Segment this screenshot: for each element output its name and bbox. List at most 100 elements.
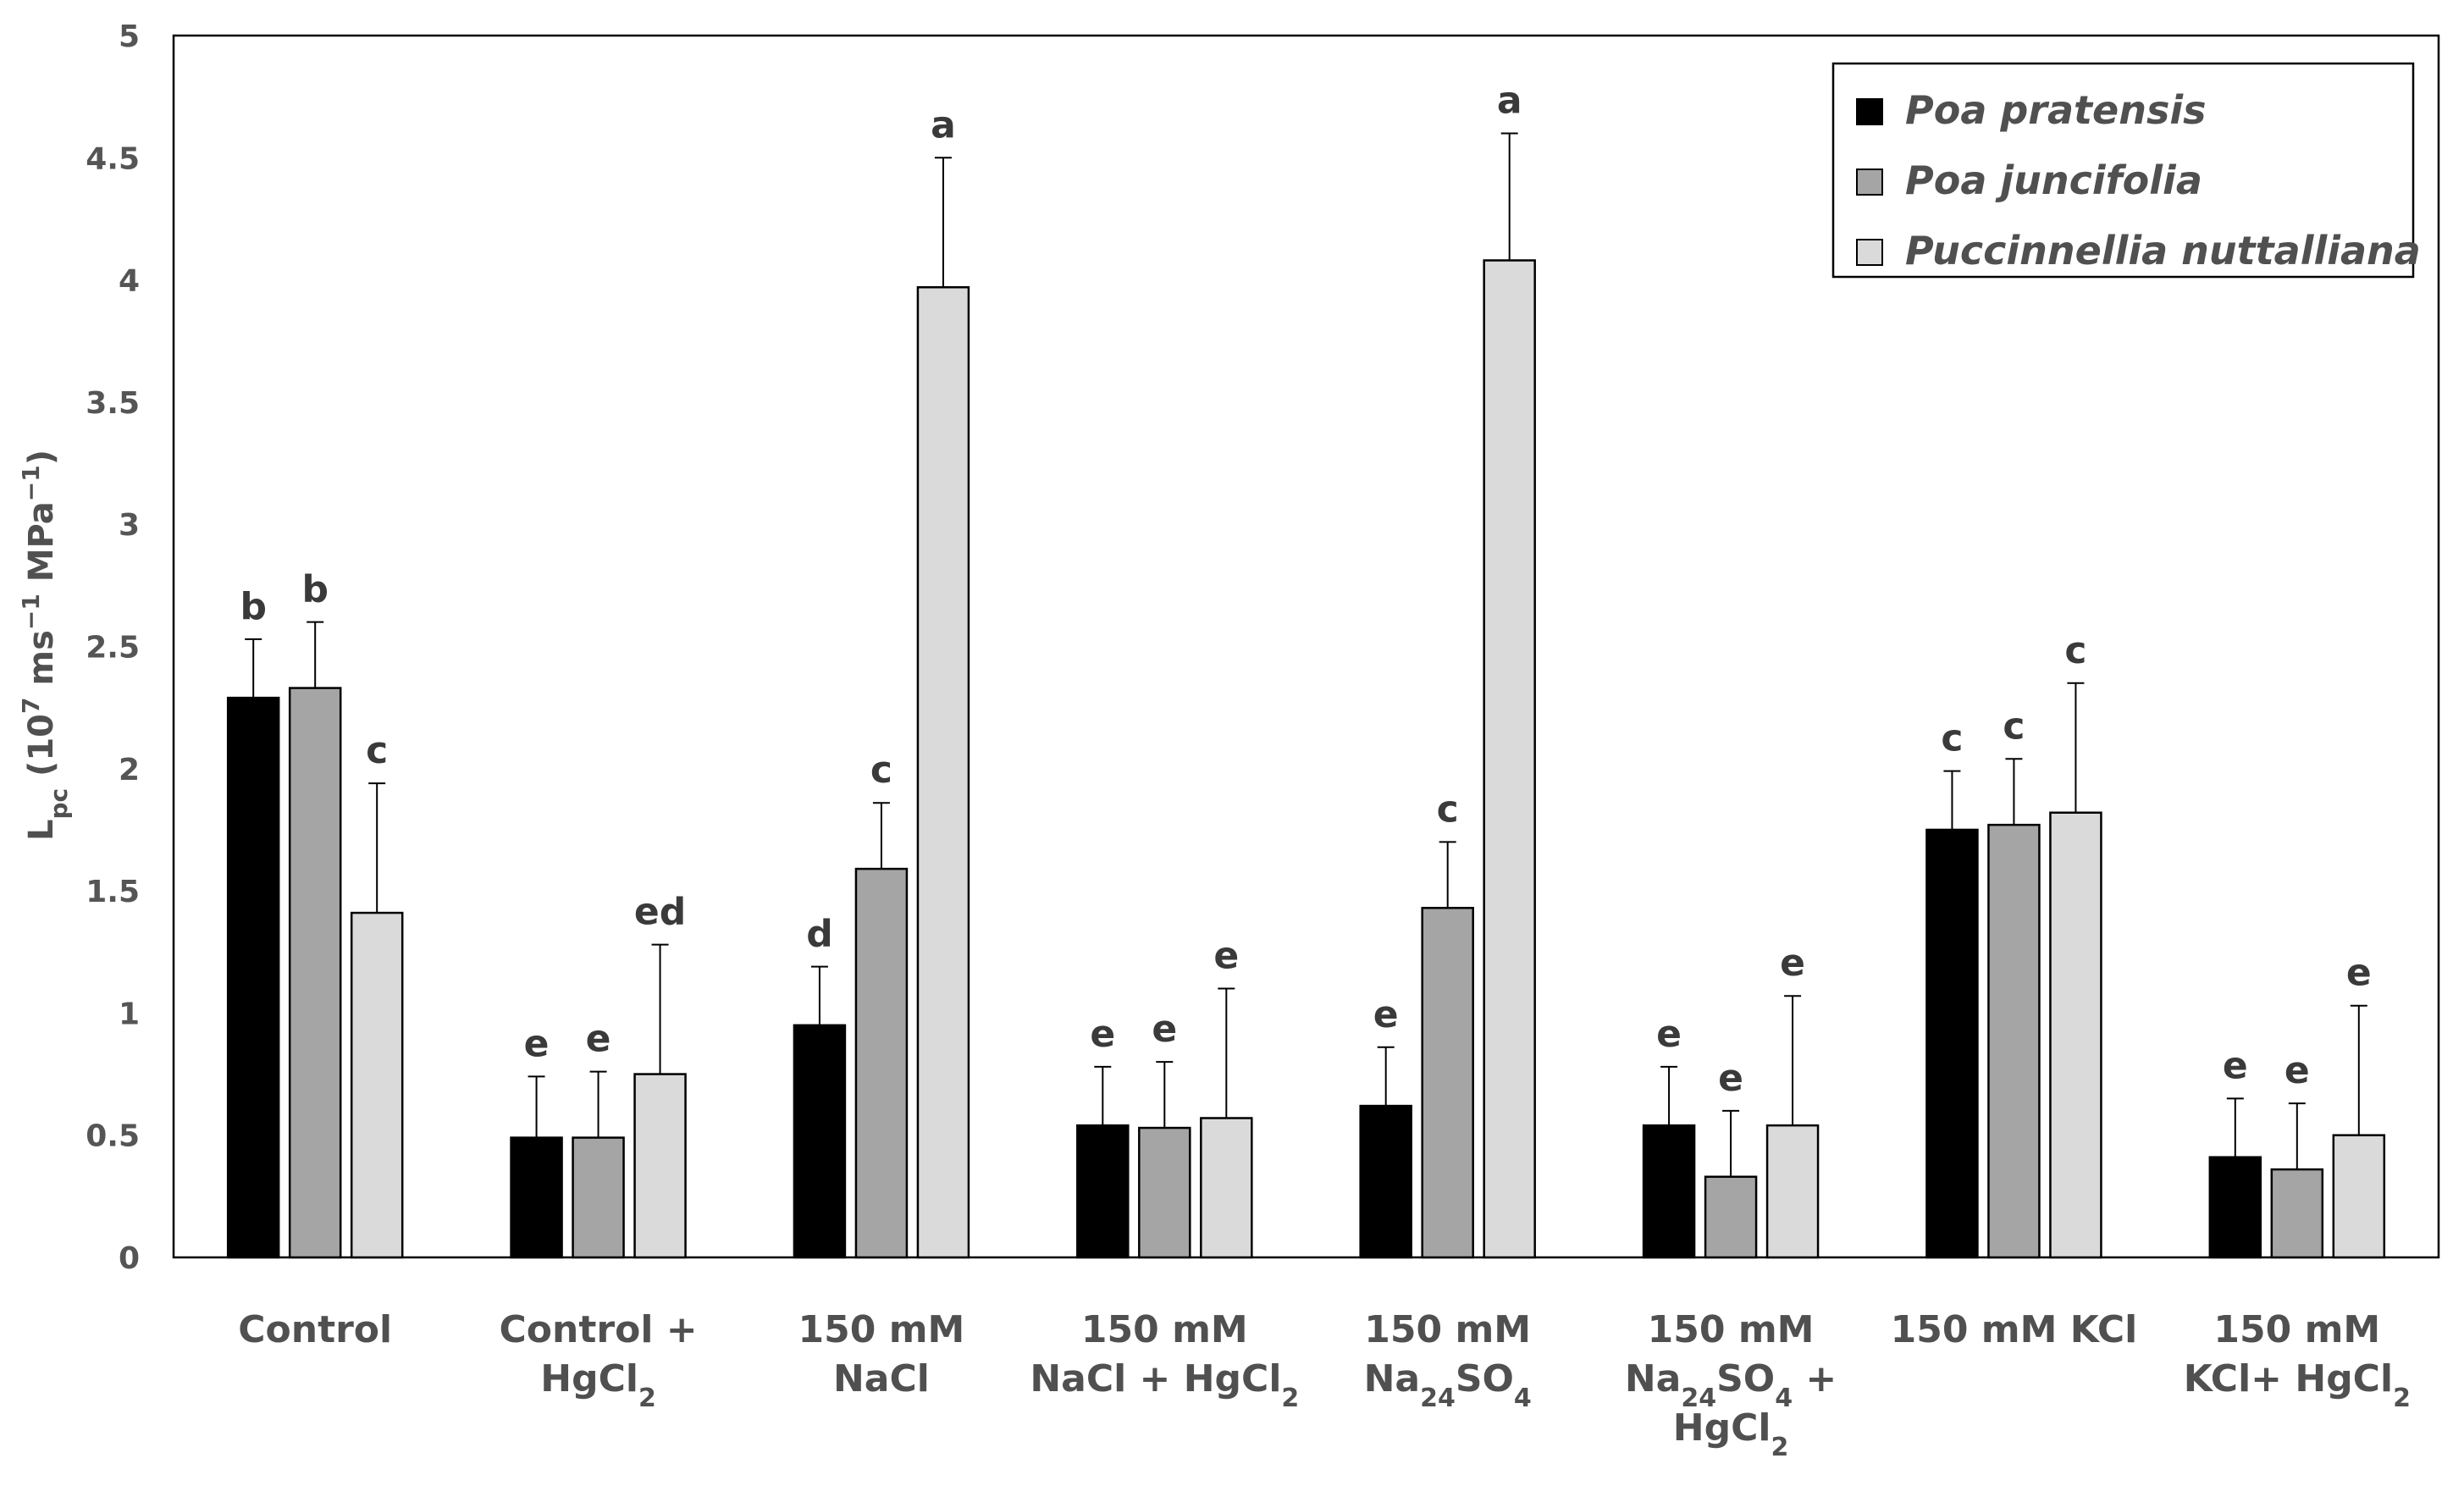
- title-segment: (10: [22, 714, 61, 788]
- label-segment: 150 mM: [1648, 1308, 1815, 1351]
- legend-swatch: [1856, 168, 1883, 196]
- title-segment: L: [22, 820, 61, 842]
- x-category-label: KCl+ HgCl2: [2184, 1357, 2411, 1413]
- bars: [226, 259, 2386, 1259]
- label-segment: HgCl: [1673, 1406, 1771, 1450]
- label-segment: SO: [1716, 1357, 1775, 1400]
- bar: [2208, 1156, 2262, 1259]
- bar: [793, 1024, 847, 1259]
- x-category-label: Na24SO4: [1364, 1357, 1532, 1413]
- legend-swatch: [1856, 98, 1883, 125]
- label-segment: NaCl: [833, 1357, 930, 1400]
- bar: [916, 286, 970, 1259]
- significance-letter: c: [366, 729, 388, 772]
- x-category-label: NaCl + HgCl2: [1030, 1357, 1299, 1413]
- label-segment: Control: [238, 1308, 392, 1351]
- x-category-label: Control +: [500, 1308, 698, 1351]
- bar: [1138, 1126, 1191, 1259]
- superscript: 7: [17, 698, 45, 714]
- bar: [288, 687, 342, 1259]
- label-segment: NaCl + HgCl: [1030, 1357, 1281, 1400]
- subscript: 24: [1420, 1384, 1456, 1413]
- subscript: 2: [1771, 1433, 1788, 1462]
- significance-letter: b: [240, 585, 267, 628]
- bar: [1359, 1104, 1412, 1259]
- significance-letter: c: [1941, 717, 1963, 760]
- label-segment: 150 mM: [2213, 1308, 2380, 1351]
- significance-letter: d: [806, 913, 833, 956]
- subscript: 4: [1775, 1384, 1793, 1413]
- label-segment: 150 mM: [1364, 1308, 1531, 1351]
- bar: [854, 867, 909, 1259]
- x-category-label: 150 mM: [1081, 1308, 1248, 1351]
- legend-label: Poa juncifolia: [1905, 157, 2202, 203]
- subscript: 2: [1281, 1384, 1299, 1413]
- label-segment: Na: [1364, 1357, 1421, 1400]
- label-segment: 150 mM KCl: [1891, 1308, 2138, 1351]
- bar: [572, 1136, 625, 1259]
- title-segment: ms: [22, 630, 61, 697]
- significance-letter: e: [524, 1022, 550, 1065]
- bar: [1076, 1124, 1130, 1259]
- significance-letter: e: [1656, 1013, 1682, 1056]
- label-segment: Control +: [500, 1308, 698, 1351]
- error-bars: [245, 132, 2367, 1177]
- bar: [350, 911, 404, 1259]
- bar: [1925, 828, 1979, 1259]
- significance-letter: a: [1497, 79, 1522, 122]
- x-category-label: 150 mM: [2213, 1308, 2380, 1351]
- significance-letter: e: [2284, 1049, 2310, 1092]
- legend-label: Poa pratensis: [1905, 87, 2207, 133]
- superscript: −1: [17, 465, 45, 501]
- y-tick-label: 3.5: [86, 386, 140, 421]
- label-segment: +: [1793, 1357, 1837, 1400]
- superscript: −1: [17, 594, 45, 630]
- subscript: pc: [45, 788, 73, 820]
- significance-letter: e: [1152, 1008, 1177, 1051]
- legend-label: Puccinnellia nuttalliana: [1905, 228, 2421, 273]
- significance-letter: b: [301, 568, 329, 611]
- y-tick-label: 4: [119, 264, 140, 299]
- subscript: 4: [1514, 1384, 1532, 1413]
- y-tick-label: 4.5: [86, 141, 140, 176]
- significance-letter: ed: [634, 891, 686, 934]
- significance-letter: c: [2064, 629, 2086, 672]
- label-segment: KCl+ HgCl: [2184, 1357, 2393, 1400]
- label-segment: HgCl: [540, 1357, 638, 1400]
- bar: [2049, 811, 2102, 1259]
- y-tick-label: 1.5: [86, 875, 140, 909]
- x-category-label: 150 mM: [798, 1308, 965, 1351]
- significance-letter: e: [1373, 993, 1399, 1036]
- significance-letter: e: [1090, 1013, 1115, 1056]
- axes: [172, 34, 2440, 1259]
- significance-letter: e: [2346, 952, 2372, 995]
- significance-letter: e: [586, 1018, 611, 1061]
- title-segment: ): [22, 450, 61, 465]
- legend-box: [1831, 62, 2415, 279]
- x-category-label: 150 mM KCl: [1891, 1308, 2138, 1351]
- y-axis-title: Lpc (107 ms−1 MPa−1): [17, 450, 73, 841]
- significance-letter: e: [2223, 1044, 2248, 1087]
- significance-letter: e: [1780, 942, 1805, 985]
- significance-letter: c: [870, 749, 892, 792]
- bar: [1642, 1124, 1696, 1259]
- bar: [1483, 259, 1536, 1259]
- label-segment: 150 mM: [798, 1308, 965, 1351]
- y-tick-label: 3: [119, 508, 140, 543]
- x-category-label: HgCl2: [1673, 1406, 1789, 1462]
- label-segment: Na: [1625, 1357, 1682, 1400]
- x-category-label: Control: [238, 1308, 392, 1351]
- x-category-label: NaCl: [833, 1357, 930, 1400]
- significance-letter: c: [1437, 787, 1459, 831]
- y-tick-labels: 0 0.5 1 1.5 2 2.5 3 3.5 4 4.5 5: [86, 19, 140, 1276]
- y-tick-label: 5: [119, 19, 140, 54]
- bar: [1200, 1117, 1253, 1259]
- label-segment: 150 mM: [1081, 1308, 1248, 1351]
- significance-letter: a: [931, 103, 956, 146]
- y-tick-label: 2: [119, 753, 140, 787]
- subscript: 2: [638, 1384, 656, 1413]
- significance-letter: c: [2003, 704, 2025, 748]
